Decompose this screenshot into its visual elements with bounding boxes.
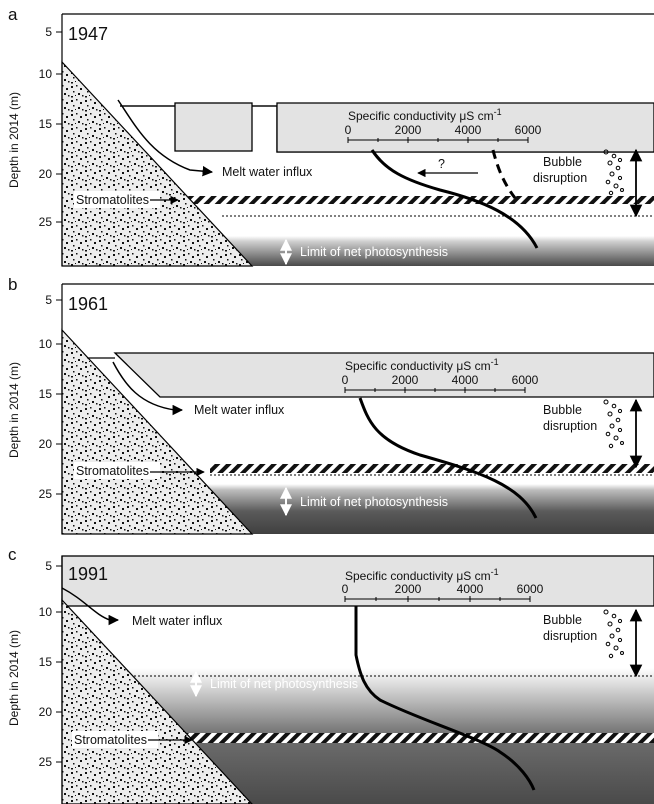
- bubble-label: Bubble: [543, 403, 582, 417]
- conductivity-profile: [358, 397, 538, 519]
- sediment-slope: [61, 60, 254, 267]
- depth-tick-label: 10: [39, 67, 53, 81]
- y-axis-label: Depth in 2014 (m): [7, 630, 21, 726]
- conductivity-tick-label: 4000: [457, 582, 484, 596]
- conductivity-axis-title: Specific conductivity μS cm-1: [345, 357, 499, 373]
- panel-year: 1961: [68, 294, 108, 314]
- depth-tick-label: 15: [39, 387, 53, 401]
- y-axis-label: Depth in 2014 (m): [7, 92, 21, 188]
- stromatolite-layer: [62, 733, 654, 743]
- photosynthesis-limit-label: Limit of net photosynthesis: [300, 245, 448, 259]
- bubble-label: Bubble: [543, 613, 582, 627]
- melt-water-arrow: [112, 361, 184, 416]
- panel-letter: a: [8, 5, 18, 24]
- bubble-label: disruption: [543, 419, 597, 433]
- stromatolites-label: Stromatolites: [76, 193, 149, 207]
- depth-axis: 5 10 15 20 25: [39, 559, 62, 769]
- stromatolites-label: Stromatolites: [74, 733, 147, 747]
- conductivity-tick-label: 6000: [512, 373, 539, 387]
- conductivity-tick-label: 0: [345, 123, 352, 137]
- melt-water-arrow: [61, 587, 120, 626]
- photosynthesis-limit-label: Limit of net photosynthesis: [210, 677, 358, 691]
- bubble-label: disruption: [533, 171, 587, 185]
- melt-water-label: Melt water influx: [194, 403, 285, 417]
- depth-tick-label: 5: [45, 293, 52, 307]
- depth-tick-label: 5: [45, 25, 52, 39]
- conductivity-tick-label: 2000: [395, 582, 422, 596]
- panel-letter: b: [8, 275, 17, 294]
- bubble-label: disruption: [543, 629, 597, 643]
- conductivity-profile-dashed: [491, 149, 517, 199]
- depth-tick-label: 25: [39, 487, 53, 501]
- photosynthesis-limit-label: Limit of net photosynthesis: [300, 495, 448, 509]
- conductivity-tick-label: 2000: [395, 123, 422, 137]
- depth-tick-label: 20: [39, 705, 53, 719]
- depth-tick-label: 15: [39, 655, 53, 669]
- conductivity-profile: [354, 606, 536, 791]
- conductivity-tick-label: 0: [342, 373, 349, 387]
- conductivity-tick-label: 4000: [452, 373, 479, 387]
- stromatolites-label: Stromatolites: [76, 464, 149, 478]
- panel-b: b 5 10 15 20 25 1961 Specific conductivi…: [8, 275, 654, 535]
- stromatolite-layer: [160, 196, 654, 204]
- conductivity-tick-label: 6000: [515, 123, 542, 137]
- depth-axis: 5 10 15 20 25: [39, 25, 62, 229]
- depth-tick-label: 10: [39, 337, 53, 351]
- y-axis-label: Depth in 2014 (m): [7, 362, 21, 458]
- panel-year: 1991: [68, 564, 108, 584]
- depth-tick-label: 25: [39, 215, 53, 229]
- conductivity-tick-label: 4000: [455, 123, 482, 137]
- ice-block: [174, 102, 253, 152]
- conductivity-axis: Specific conductivity μS cm-1 0 2000 400…: [342, 567, 544, 602]
- depth-tick-label: 25: [39, 755, 53, 769]
- panel-c: c 5 10 15 20 25 1991 Specific conductivi…: [8, 545, 654, 804]
- bubbles-icon: [603, 399, 624, 449]
- ice-cover: [61, 555, 654, 607]
- conductivity-profile: [370, 149, 539, 249]
- depth-tick-label: 20: [39, 167, 53, 181]
- melt-water-label: Melt water influx: [222, 165, 313, 179]
- conductivity-axis-title: Specific conductivity μS cm-1: [345, 567, 499, 583]
- conductivity-axis-title: Specific conductivity μS cm-1: [348, 107, 502, 123]
- bubble-label: Bubble: [543, 155, 582, 169]
- stromatolite-layer: [210, 464, 654, 473]
- bubbles-icon: [603, 609, 624, 659]
- conductivity-tick-label: 2000: [392, 373, 419, 387]
- melt-water-arrow: [117, 99, 214, 177]
- bubbles-icon: [603, 149, 624, 196]
- melt-water-label: Melt water influx: [132, 614, 223, 628]
- panel-year: 1947: [68, 24, 108, 44]
- conductivity-axis: Specific conductivity μS cm-1 0 2000 400…: [342, 357, 539, 393]
- conductivity-tick-label: 6000: [517, 582, 544, 596]
- depth-tick-label: 20: [39, 437, 53, 451]
- panel-letter: c: [8, 545, 17, 564]
- ice-cover: [113, 352, 654, 398]
- depth-axis: 5 10 15 20 25: [39, 293, 62, 501]
- conductivity-tick-label: 0: [342, 582, 349, 596]
- depth-tick-label: 15: [39, 117, 53, 131]
- question-mark: ?: [438, 157, 445, 171]
- depth-tick-label: 5: [45, 559, 52, 573]
- conductivity-axis: Specific conductivity μS cm-1 0 2000 400…: [345, 107, 542, 143]
- panel-a: a 5 10 15 20 25 1947 Specific conductivi…: [8, 5, 654, 267]
- depth-tick-label: 10: [39, 605, 53, 619]
